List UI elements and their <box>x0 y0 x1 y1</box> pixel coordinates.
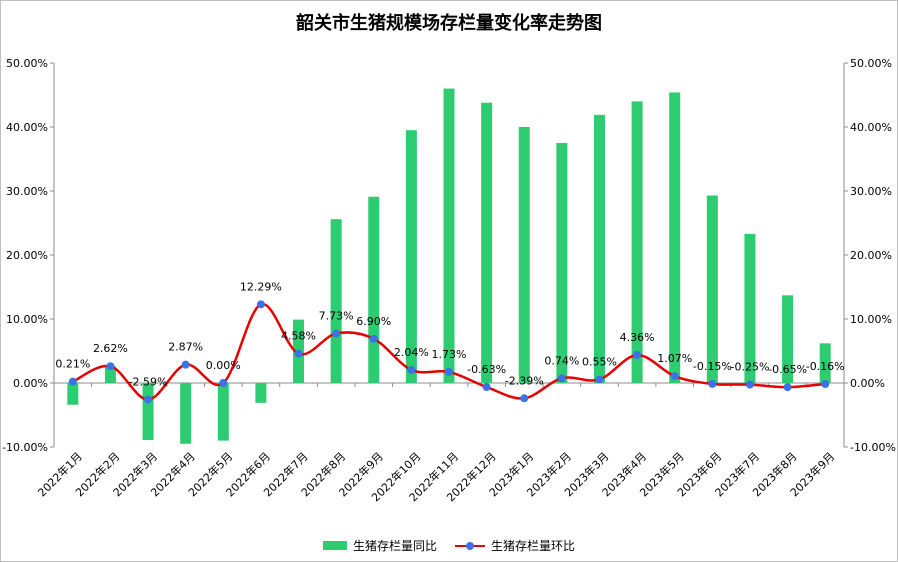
bar-yoy <box>593 114 605 383</box>
point-mom <box>633 351 642 360</box>
data-label-mom: -0.65% <box>768 363 807 376</box>
point-mom <box>144 395 153 404</box>
point-mom <box>294 349 303 358</box>
bar-yoy <box>443 88 455 383</box>
bar-yoy <box>669 92 681 383</box>
bar-yoy <box>405 130 417 383</box>
data-label-mom: 2.87% <box>168 341 203 354</box>
y-tick-label-right: -10.00% <box>850 441 896 454</box>
y-tick-label-left: 0.00% <box>13 377 48 390</box>
legend-item-mom[interactable]: 生猪存栏量环比 <box>455 537 575 554</box>
bar-yoy <box>217 383 229 441</box>
y-tick-label-right: 0.00% <box>850 377 885 390</box>
point-mom <box>106 362 115 371</box>
bar-yoy <box>819 343 831 383</box>
point-mom <box>670 372 679 381</box>
data-label-mom: 2.04% <box>394 346 429 359</box>
point-mom <box>708 379 717 388</box>
point-mom <box>520 394 529 403</box>
point-mom <box>256 300 265 309</box>
bar-yoy <box>67 383 79 405</box>
point-mom <box>783 383 792 392</box>
bar-yoy <box>631 101 643 384</box>
data-label-mom: -0.15% <box>693 360 732 373</box>
chart-title: 韶关市生猪规模场存栏量变化率走势图 <box>296 13 602 34</box>
data-label-mom: -2.39% <box>505 374 544 387</box>
data-label-mom: -0.63% <box>467 363 506 376</box>
point-mom <box>821 380 830 389</box>
bar-yoy <box>556 143 568 383</box>
bar-yoy <box>180 383 192 444</box>
chart-legend: 生猪存栏量同比 生猪存栏量环比 <box>1 537 897 554</box>
bar-yoy <box>255 383 267 403</box>
data-label-mom: -0.25% <box>730 361 769 374</box>
y-tick-label-left: -10.00% <box>2 441 48 454</box>
y-tick-label-right: 10.00% <box>850 313 892 326</box>
point-mom <box>595 375 604 384</box>
bar-yoy <box>782 295 794 383</box>
legend-label-mom: 生猪存栏量环比 <box>491 539 576 553</box>
data-label-mom: 0.55% <box>582 355 617 368</box>
bar-yoy <box>481 102 493 384</box>
point-mom <box>482 383 491 392</box>
data-label-mom: 1.73% <box>432 348 467 361</box>
y-tick-label-left: 20.00% <box>6 249 48 262</box>
point-mom <box>68 377 77 386</box>
data-label-mom: 7.73% <box>319 310 354 323</box>
data-label-mom: 4.58% <box>281 330 316 343</box>
bar-yoy <box>744 233 756 383</box>
data-label-mom: 4.36% <box>620 331 655 344</box>
data-label-mom: 0.21% <box>55 358 90 371</box>
legend-line-swatch-icon <box>455 541 485 551</box>
bar-yoy <box>142 383 154 440</box>
point-mom <box>332 329 341 338</box>
data-label-mom: -2.59% <box>129 376 168 389</box>
y-tick-label-right: 30.00% <box>850 185 892 198</box>
y-tick-label-right: 50.00% <box>850 57 892 70</box>
data-label-mom: 2.62% <box>93 342 128 355</box>
point-mom <box>445 367 453 376</box>
point-mom <box>407 365 416 374</box>
legend-item-yoy[interactable]: 生猪存栏量同比 <box>322 537 437 554</box>
bar-yoy <box>518 127 530 383</box>
y-tick-label-left: 30.00% <box>6 185 48 198</box>
point-mom <box>219 379 228 387</box>
point-mom <box>181 360 190 369</box>
data-label-mom: 6.90% <box>356 315 391 328</box>
data-label-mom: 1.07% <box>657 352 692 365</box>
y-tick-label-right: 40.00% <box>850 121 892 134</box>
data-label-mom: 0.74% <box>544 354 579 367</box>
y-tick-label-left: 10.00% <box>6 313 48 326</box>
data-label-mom: 12.29% <box>240 280 282 293</box>
legend-label-yoy: 生猪存栏量同比 <box>352 539 437 553</box>
bar-yoy <box>330 219 342 383</box>
point-mom <box>557 374 566 383</box>
bar-yoy <box>368 196 380 383</box>
y-tick-label-right: 20.00% <box>850 249 892 262</box>
y-tick-label-left: 40.00% <box>6 121 48 134</box>
point-mom <box>745 380 754 389</box>
legend-bar-swatch-icon <box>322 541 347 550</box>
bar-yoy <box>104 366 116 383</box>
data-label-mom: -0.16% <box>806 360 845 373</box>
point-mom <box>369 334 378 343</box>
y-tick-label-left: 50.00% <box>6 57 48 70</box>
bar-yoy <box>706 195 718 383</box>
data-label-mom: 0.00% <box>206 359 241 372</box>
